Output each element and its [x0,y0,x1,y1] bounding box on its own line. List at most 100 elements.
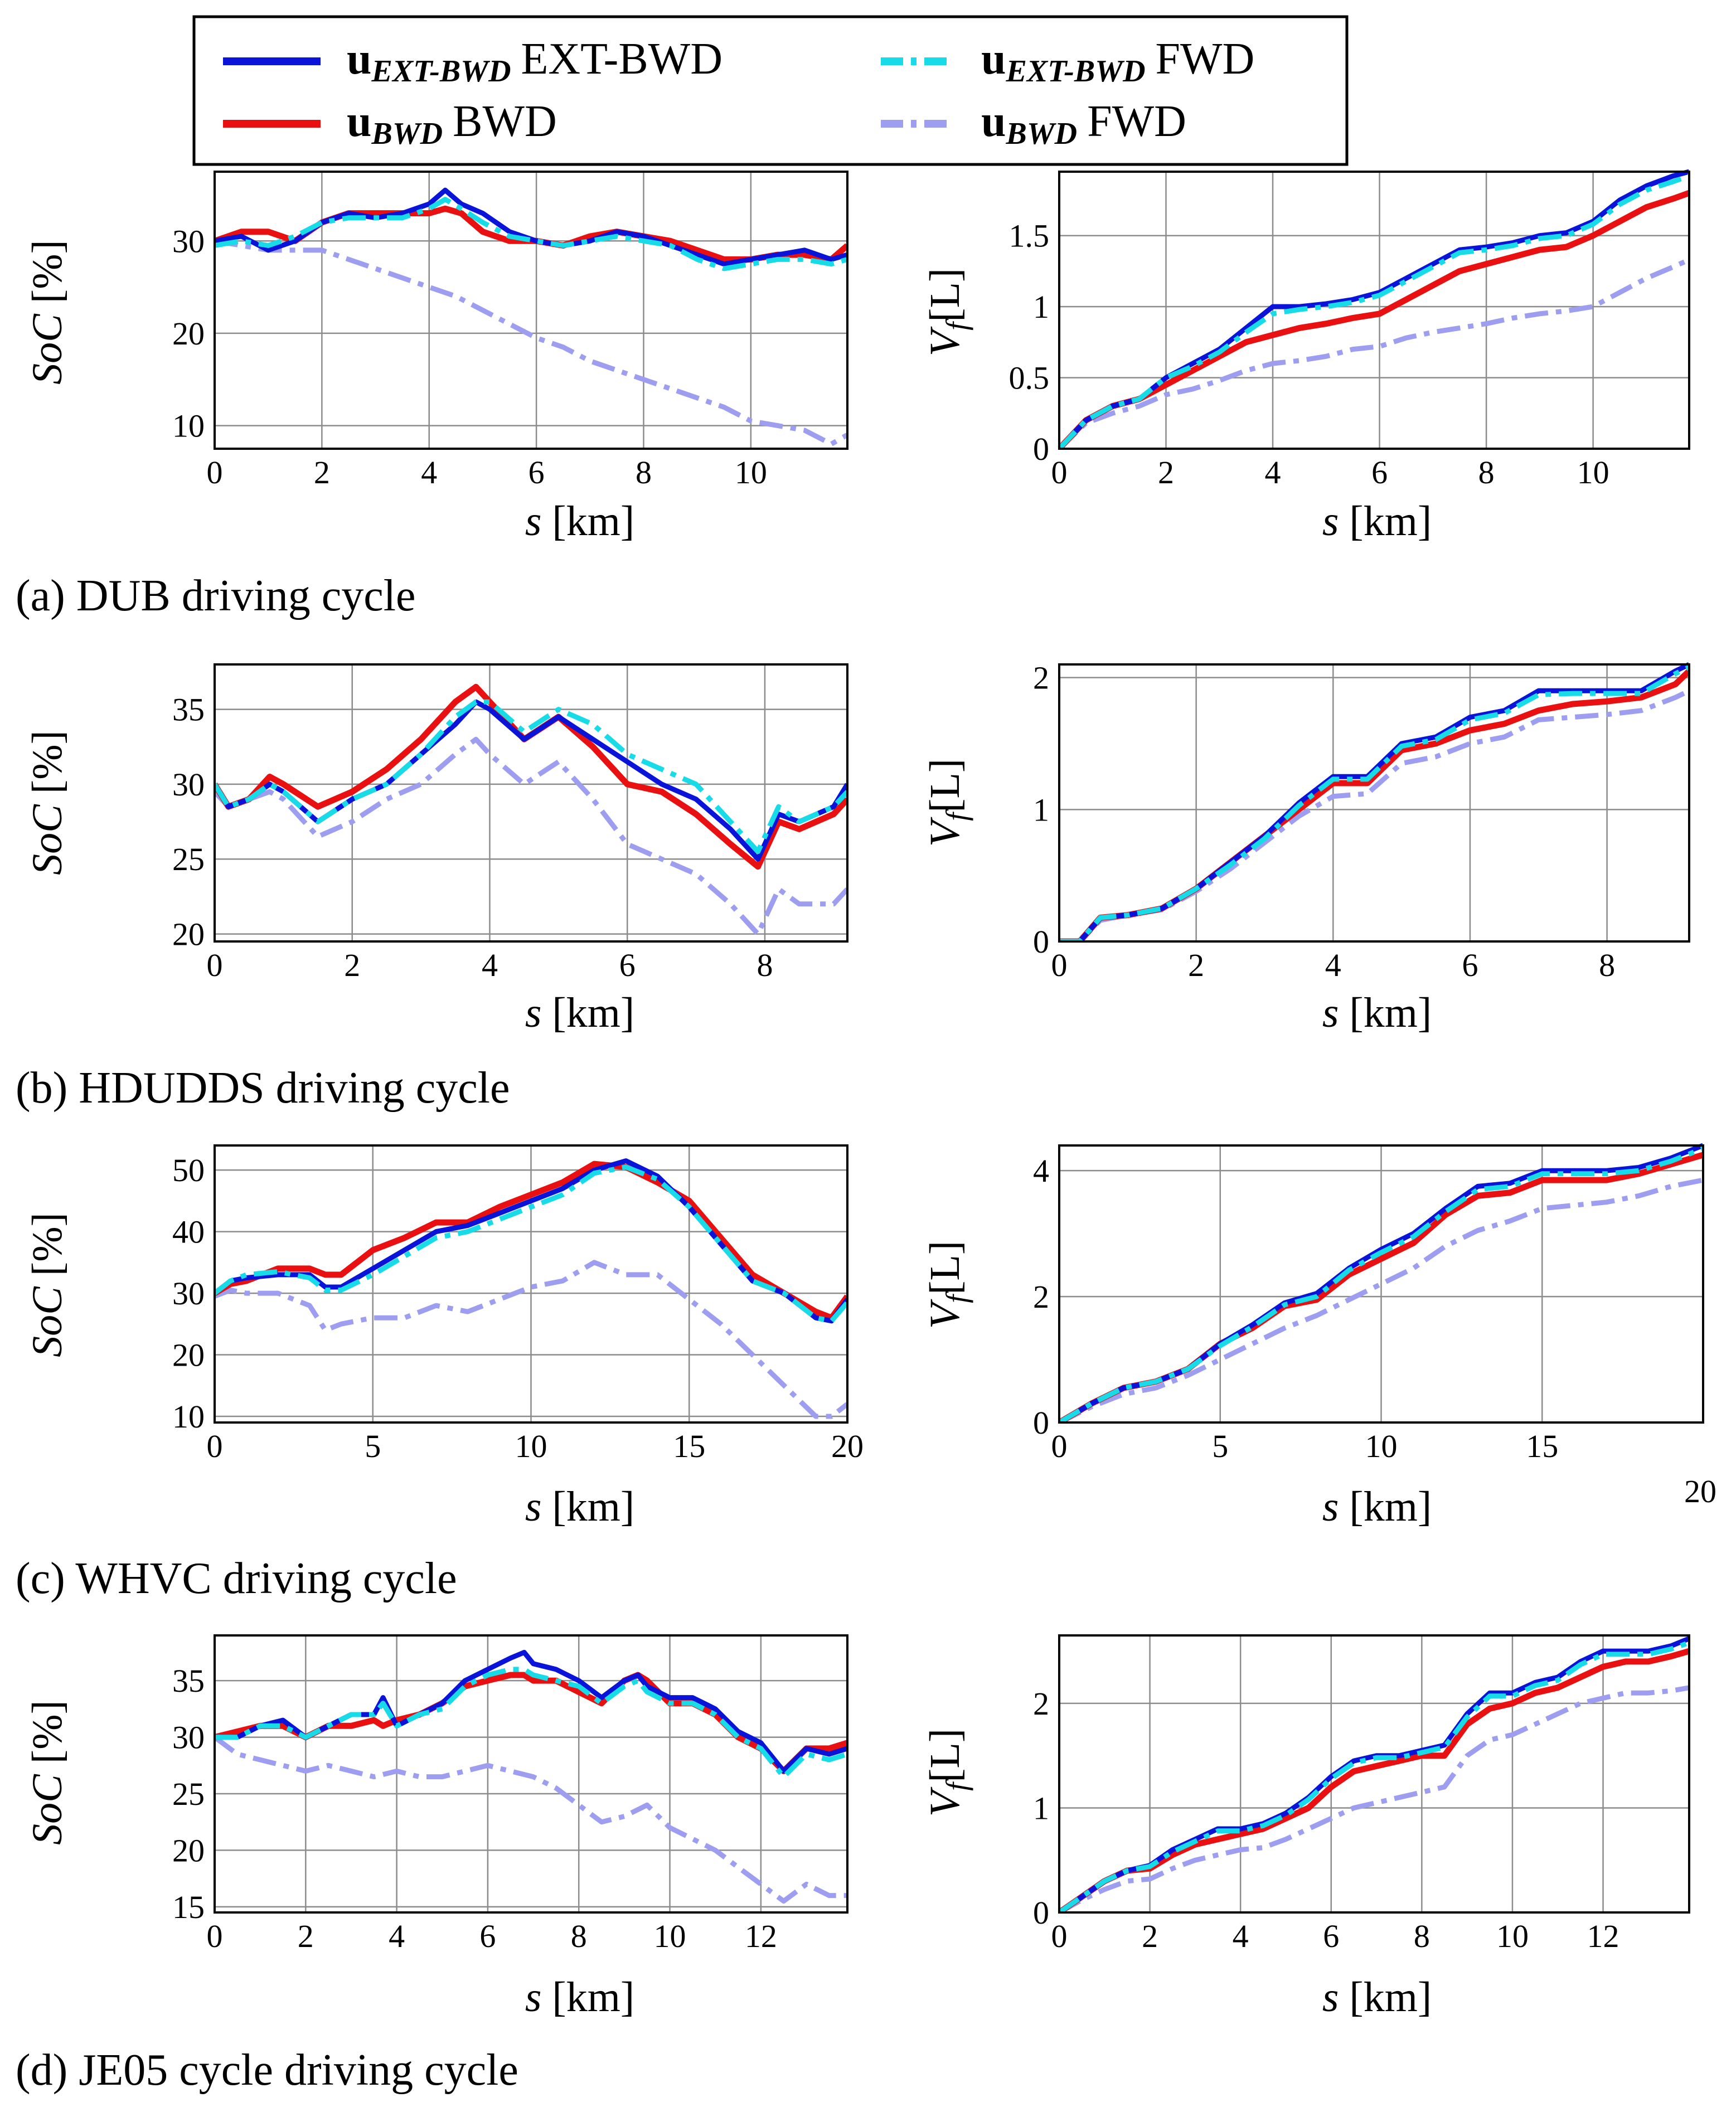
series-line-ext-bwd-ext-bwd [215,699,847,862]
series-group [1059,662,1689,941]
x-tick-label: 6 [1371,454,1388,491]
x-tick-label: 8 [757,947,773,983]
plot-area [215,172,847,449]
plot-frame [1058,1634,1690,1914]
series-line-bwd-fwd [1059,257,1689,449]
x-tick-label: 2 [344,947,360,983]
series-line-ext-bwd-fwd [215,1667,847,1780]
caption-d: (d) JE05 cycle driving cycle [16,2046,518,2095]
y-tick-label: 1.5 [1009,218,1050,254]
y-axis-label: Vf[L] [922,268,973,357]
x-tick-label: 0 [1051,1428,1068,1464]
series-line-ext-bwd-fwd [1059,173,1689,449]
y-tick-label: 35 [172,1663,205,1699]
y-tick-label: 1 [1033,792,1049,828]
legend-label-bwd-fwd: uBWD FWD [981,97,1186,151]
series-line-bwd-fwd [215,1260,847,1419]
x-tick-label: 0 [207,947,223,983]
x-tick-label: 10 [654,1918,686,1954]
x-tick-label: 8 [1414,1918,1430,1954]
x-axis-label: s [km] [525,989,634,1036]
y-tick-label: 1 [1033,289,1049,325]
y-tick-label: 30 [172,1720,205,1756]
x-tick-label: 4 [1233,1918,1249,1954]
series-line-ext-bwd-ext-bwd [215,1649,847,1774]
x-tick-label: 6 [619,947,636,983]
series-group [215,1158,847,1419]
x-tick-label: 2 [314,454,330,491]
y-tick-label: 1 [1033,1790,1049,1826]
x-tick-label: 6 [1323,1918,1339,1954]
series-line-bwd-fwd [215,736,847,937]
x-tick-label: 0 [207,1918,223,1954]
x-tick-label: 10 [515,1428,547,1464]
plot-frame [214,1634,848,1914]
y-tick-label: 25 [172,1776,205,1812]
chart-b-vf: 0 2 4 6 8 0 1 2 s [km] Vf[L] [922,660,1690,1036]
x-tick-label: 2 [1188,947,1204,983]
chart-a-vf: 0 2 4 6 8 10 0 0.5 1 1.5 s [km] Vf[L] [922,169,1690,545]
y-tick-label: 2 [1033,1279,1049,1315]
series-line-ext-bwd-fwd [215,197,847,271]
chart-c-vf: 0 5 10 15 0 2 4 s [km] Vf[L] [922,1143,1704,1530]
x-axis-label: s [km] [525,1483,634,1530]
series-line-ext-bwd-fwd [215,1164,847,1324]
x-axis-label: s [km] [1322,498,1432,545]
y-axis-label: SoC [%] [24,1212,71,1357]
stray-tick-label-20: 20 [1684,1473,1716,1509]
series-group [1059,169,1689,449]
x-tick-label: 4 [421,454,437,491]
x-axis-label: s [km] [1322,1483,1432,1530]
x-tick-label: 4 [482,947,498,983]
plot-frame [1058,171,1690,450]
y-tick-label: 40 [172,1214,205,1250]
legend-label-bwd-bwd: uBWD BWD [347,97,557,151]
x-tick-label: 15 [1526,1428,1558,1464]
y-tick-label: 0 [1033,1405,1049,1441]
x-axis-label: s [km] [525,498,634,545]
plot-frame [214,171,848,450]
x-tick-label: 4 [1325,947,1341,983]
y-tick-label: 4 [1033,1153,1049,1189]
x-tick-label: 8 [1599,947,1615,983]
x-axis-label: s [km] [1322,1974,1432,2021]
y-tick-label: 0 [1033,431,1049,467]
x-tick-label: 5 [365,1428,381,1464]
series-line-bwd-fwd [1059,1177,1703,1422]
series-line-ext-bwd-fwd [1059,664,1689,941]
legend-box [192,15,1349,166]
x-tick-label: 0 [1051,454,1068,491]
plot-frame [214,1144,848,1424]
series-line-ext-bwd-fwd [1059,1146,1703,1422]
y-tick-label: 30 [172,766,205,803]
plot-frame [1058,663,1690,943]
plot-frame [214,663,848,943]
x-tick-label: 20 [831,1428,864,1464]
chart-a-soc: 0 2 4 6 8 10 10 20 30 s [km] SoC [%] [24,171,848,545]
legend-label-ext-bwd-ext-bwd: uEXT-BWD EXT-BWD [347,35,722,89]
chart-d-soc: 0 2 4 6 8 10 12 15 20 25 30 35 s [km] SoC [%] [24,1634,848,2021]
series-line-bwd-bwd [1059,1648,1689,1912]
y-tick-label: 0 [1033,924,1049,960]
x-axis-label: s [km] [1322,989,1432,1036]
x-tick-label: 2 [298,1918,314,1954]
x-tick-label: 15 [673,1428,705,1464]
x-tick-label: 4 [389,1918,405,1954]
y-tick-label: 30 [172,1275,205,1312]
y-tick-label: 10 [172,1399,205,1435]
plot-area [1059,172,1689,449]
caption-b: (b) HDUDDS driving cycle [16,1064,510,1113]
series-group [215,1649,847,1904]
caption-a: (a) DUB driving cycle [16,571,416,620]
series-line-ext-bwd-fwd [215,699,847,854]
y-tick-label: 15 [172,1889,205,1925]
series-line-bwd-fwd [215,1735,847,1904]
chart-c-soc: 0 5 10 15 20 10 20 30 40 50 s [km] SoC [%] [24,1144,864,1530]
series-group [1059,1143,1703,1422]
x-tick-label: 10 [1577,454,1609,491]
series-line-bwd-bwd [215,1161,847,1321]
x-tick-label: 8 [1478,454,1495,491]
y-tick-label: 50 [172,1152,205,1188]
